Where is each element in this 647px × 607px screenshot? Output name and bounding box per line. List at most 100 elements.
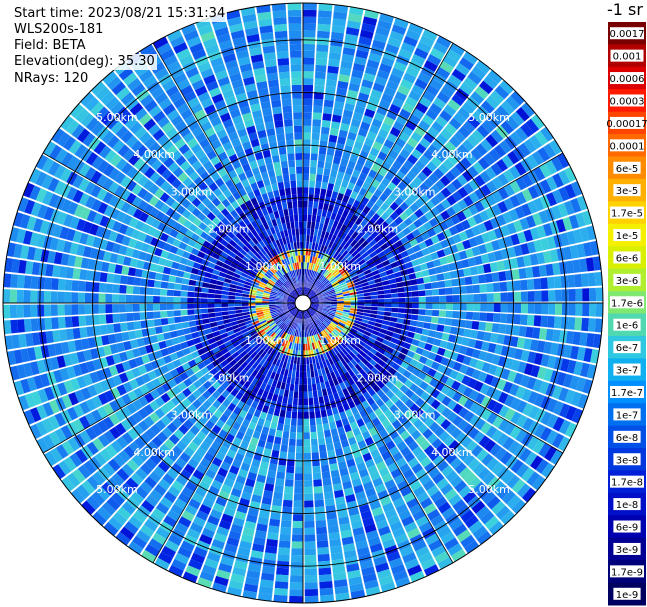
ppi-cell (273, 161, 281, 170)
ppi-cell (372, 384, 381, 393)
ppi-cell (327, 183, 335, 191)
ppi-cell (487, 476, 501, 490)
ppi-cell (318, 332, 324, 340)
ppi-cell (102, 163, 115, 177)
ppi-cell (129, 102, 144, 116)
ppi-cell (323, 484, 333, 493)
ppi-cell (118, 304, 126, 313)
ppi-cell (289, 431, 297, 440)
ppi-cell (305, 290, 310, 297)
ppi-cell (532, 378, 543, 392)
ppi-cell (481, 408, 492, 421)
ppi-cell (78, 178, 90, 192)
ppi-cell (220, 484, 233, 494)
ppi-cell (155, 419, 167, 431)
ppi-cell (238, 187, 247, 197)
ppi-cell (450, 475, 463, 488)
ppi-cell (132, 424, 144, 436)
ppi-cell (348, 82, 360, 92)
ppi-cell (138, 69, 154, 83)
ppi-cell (344, 549, 357, 559)
ppi-cell (101, 261, 110, 273)
ppi-cell (205, 468, 217, 480)
ppi-cell (296, 173, 303, 181)
ppi-cell (316, 44, 329, 52)
ppi-cell (321, 119, 331, 128)
ppi-cell (236, 334, 244, 341)
ppi-cell (251, 361, 259, 370)
ppi-cell (438, 310, 446, 318)
ppi-cell (330, 242, 337, 250)
ppi-cell (288, 279, 293, 286)
ppi-cell (402, 369, 412, 379)
ppi-cell (64, 304, 72, 316)
ppi-cell (275, 239, 281, 247)
ppi-cell (150, 61, 166, 75)
ppi-cell (559, 403, 571, 418)
ppi-cell (249, 269, 258, 276)
ppi-cell (182, 60, 197, 73)
ppi-cell (147, 123, 161, 136)
ppi-cell (272, 286, 280, 291)
ppi-cell (566, 359, 577, 374)
ppi-cell (352, 526, 365, 537)
ppi-cell (268, 242, 275, 250)
ppi-cell (445, 310, 453, 318)
ppi-cell (153, 288, 161, 296)
ppi-cell (562, 373, 573, 388)
ppi-cell (226, 194, 236, 204)
ppi-cell (321, 471, 331, 480)
ppi-cell (230, 488, 242, 498)
ppi-cell (262, 306, 270, 310)
ppi-cell (213, 372, 222, 381)
ppi-cell (344, 324, 352, 330)
ppi-cell (86, 210, 97, 223)
ppi-cell (340, 317, 348, 323)
ppi-cell (395, 503, 409, 515)
ppi-cell (118, 223, 129, 235)
ppi-cell (292, 270, 296, 278)
ppi-cell (360, 474, 372, 485)
ppi-cell (228, 427, 238, 437)
ppi-cell (289, 304, 297, 306)
ppi-cell (315, 215, 321, 223)
ppi-cell (289, 271, 294, 279)
ppi-cell (191, 452, 203, 464)
ppi-cell (181, 315, 189, 323)
ppi-cell (125, 349, 135, 360)
ppi-cell (127, 390, 138, 402)
ppi-cell (107, 458, 121, 472)
ppi-cell (424, 462, 436, 474)
ppi-cell (283, 282, 290, 289)
ppi-cell (365, 405, 374, 415)
ppi-cell (377, 310, 385, 316)
ppi-cell (313, 320, 318, 327)
ppi-cell (192, 49, 207, 61)
ppi-cell (99, 448, 113, 462)
ppi-cell (115, 233, 125, 244)
ppi-cell (402, 468, 415, 480)
ppi-cell (92, 511, 107, 526)
ppi-cell (197, 404, 208, 415)
ppi-cell (195, 486, 207, 498)
ppi-cell (551, 385, 563, 400)
ppi-cell (269, 308, 277, 312)
ppi-cell (234, 43, 248, 53)
ppi-cell (372, 355, 381, 363)
ppi-cell (360, 337, 368, 344)
ppi-cell (426, 485, 440, 497)
ppi-cell (329, 421, 337, 430)
ppi-cell (211, 239, 220, 248)
ppi-cell (449, 351, 459, 361)
ppi-cell (273, 255, 279, 263)
ppi-cell (256, 158, 266, 167)
ppi-cell (271, 312, 279, 317)
ppi-cell (93, 141, 106, 155)
ppi-cell (216, 221, 226, 230)
ppi-cell (289, 589, 303, 597)
ppi-cell (315, 341, 321, 349)
ppi-cell (340, 529, 353, 539)
ppi-cell (567, 316, 576, 330)
ppi-cell (547, 355, 557, 369)
ppi-cell (139, 384, 150, 395)
